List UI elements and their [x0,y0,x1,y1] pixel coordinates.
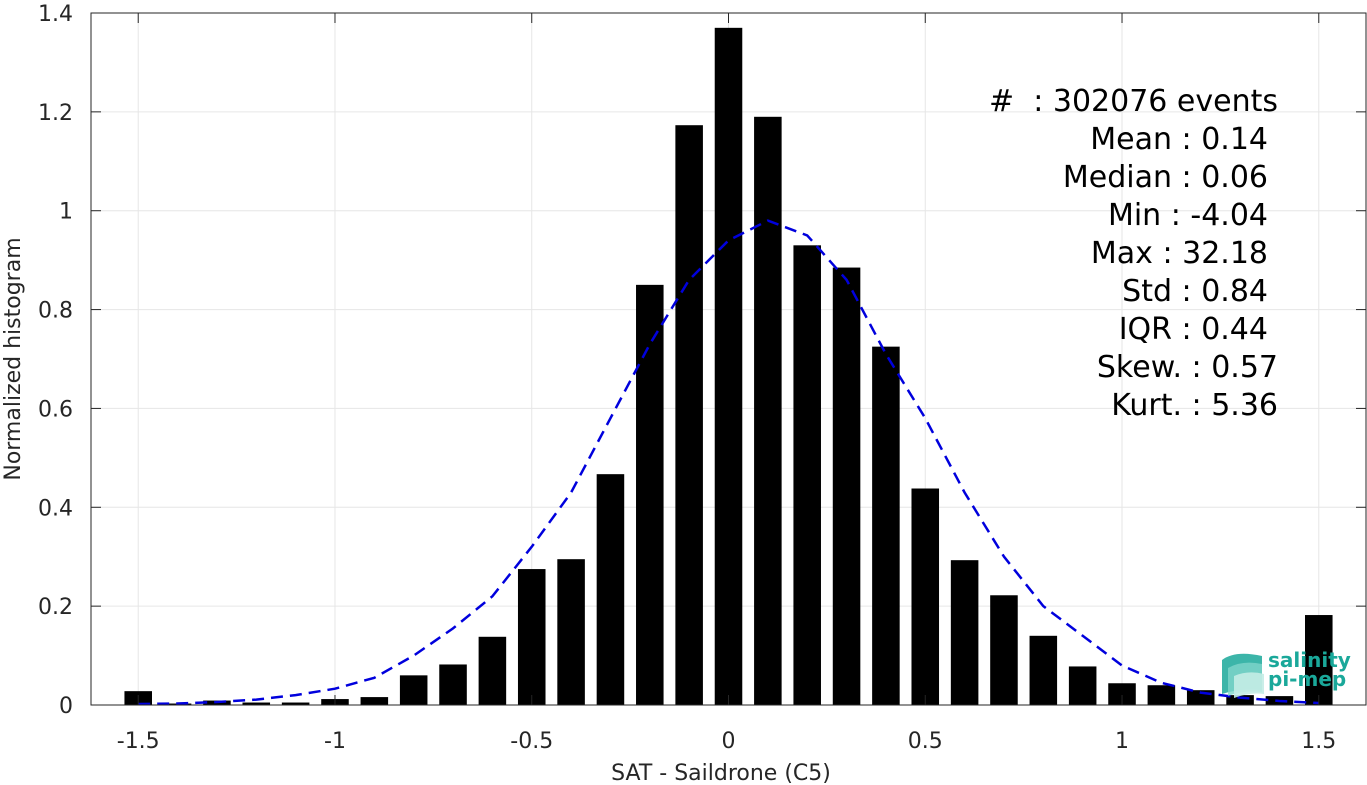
histogram-bar [911,488,940,705]
x-tick-label: -1 [324,729,346,754]
histogram-bar [399,675,428,705]
stat-line: Skew. : 0.57 [1096,350,1278,385]
histogram-bar [360,697,389,705]
y-tick-label: 0 [59,694,73,719]
stat-line: Std : 0.84 [1122,274,1268,309]
salinity-pi-mep-logo-icon [1222,653,1264,698]
histogram-bar [439,664,467,705]
y-axis-label: Normalized histogram [1,237,26,480]
histogram-bar [872,346,900,705]
stat-line: IQR : 0.44 [1118,312,1268,347]
stat-line: Max : 32.18 [1090,236,1268,271]
histogram-bar [1068,666,1097,705]
stat-line: Median : 0.06 [1062,160,1268,195]
histogram-bar [1029,635,1058,705]
histogram-bar [832,267,861,705]
stat-line: Mean : 0.14 [1090,122,1268,157]
x-tick-label: -1.5 [117,729,160,754]
histogram-bar [714,27,743,706]
histogram-bar [793,245,821,706]
stat-line: Min : -4.04 [1107,198,1268,233]
histogram-bar [636,284,664,705]
histogram-bar [478,636,507,705]
x-tick-label: 1 [1115,729,1129,754]
histogram-bar [950,560,979,705]
histogram-bar [596,474,625,705]
logo-text-salinity: salinity [1268,648,1351,672]
histogram-bar [242,702,271,705]
y-tick-label: 0.8 [38,299,73,324]
histogram-bar [990,595,1018,705]
histogram-bar [1147,685,1176,705]
histogram-bar [1108,683,1136,705]
axis-ticks: -1.5 -1 -0.5 0 0.5 1 1.5 0 0.2 0.4 0.6 0.8 1 1.2 1.4 [38,2,1366,754]
y-tick-label: 1.4 [38,2,73,27]
stat-line: # : 302076 events [989,84,1278,119]
histogram-bar [281,702,310,705]
fit-curve [138,219,1319,706]
x-tick-label: 0.5 [908,729,943,754]
y-tick-label: 0.4 [38,496,73,521]
y-tick-label: 0.6 [38,397,73,422]
histogram-bar [675,125,703,705]
histogram-bar [557,559,585,705]
histogram-bar [1226,695,1254,705]
y-tick-label: 1.2 [38,101,73,126]
x-axis-label: SAT - Saildrone (C5) [611,761,831,785]
histogram-bars [124,27,1333,706]
y-tick-label: 1 [59,200,73,225]
x-tick-label: -0.5 [510,729,553,754]
stat-line: Kurt. : 5.36 [1111,388,1278,423]
histogram-bar [517,569,546,705]
x-tick-label: 1.5 [1301,729,1336,754]
y-tick-label: 0.2 [38,595,73,620]
histogram-bar [754,116,782,706]
logo-text-pi-mep: pi-mep [1268,667,1347,691]
x-tick-label: 0 [722,729,736,754]
histogram-bar [1305,615,1333,705]
